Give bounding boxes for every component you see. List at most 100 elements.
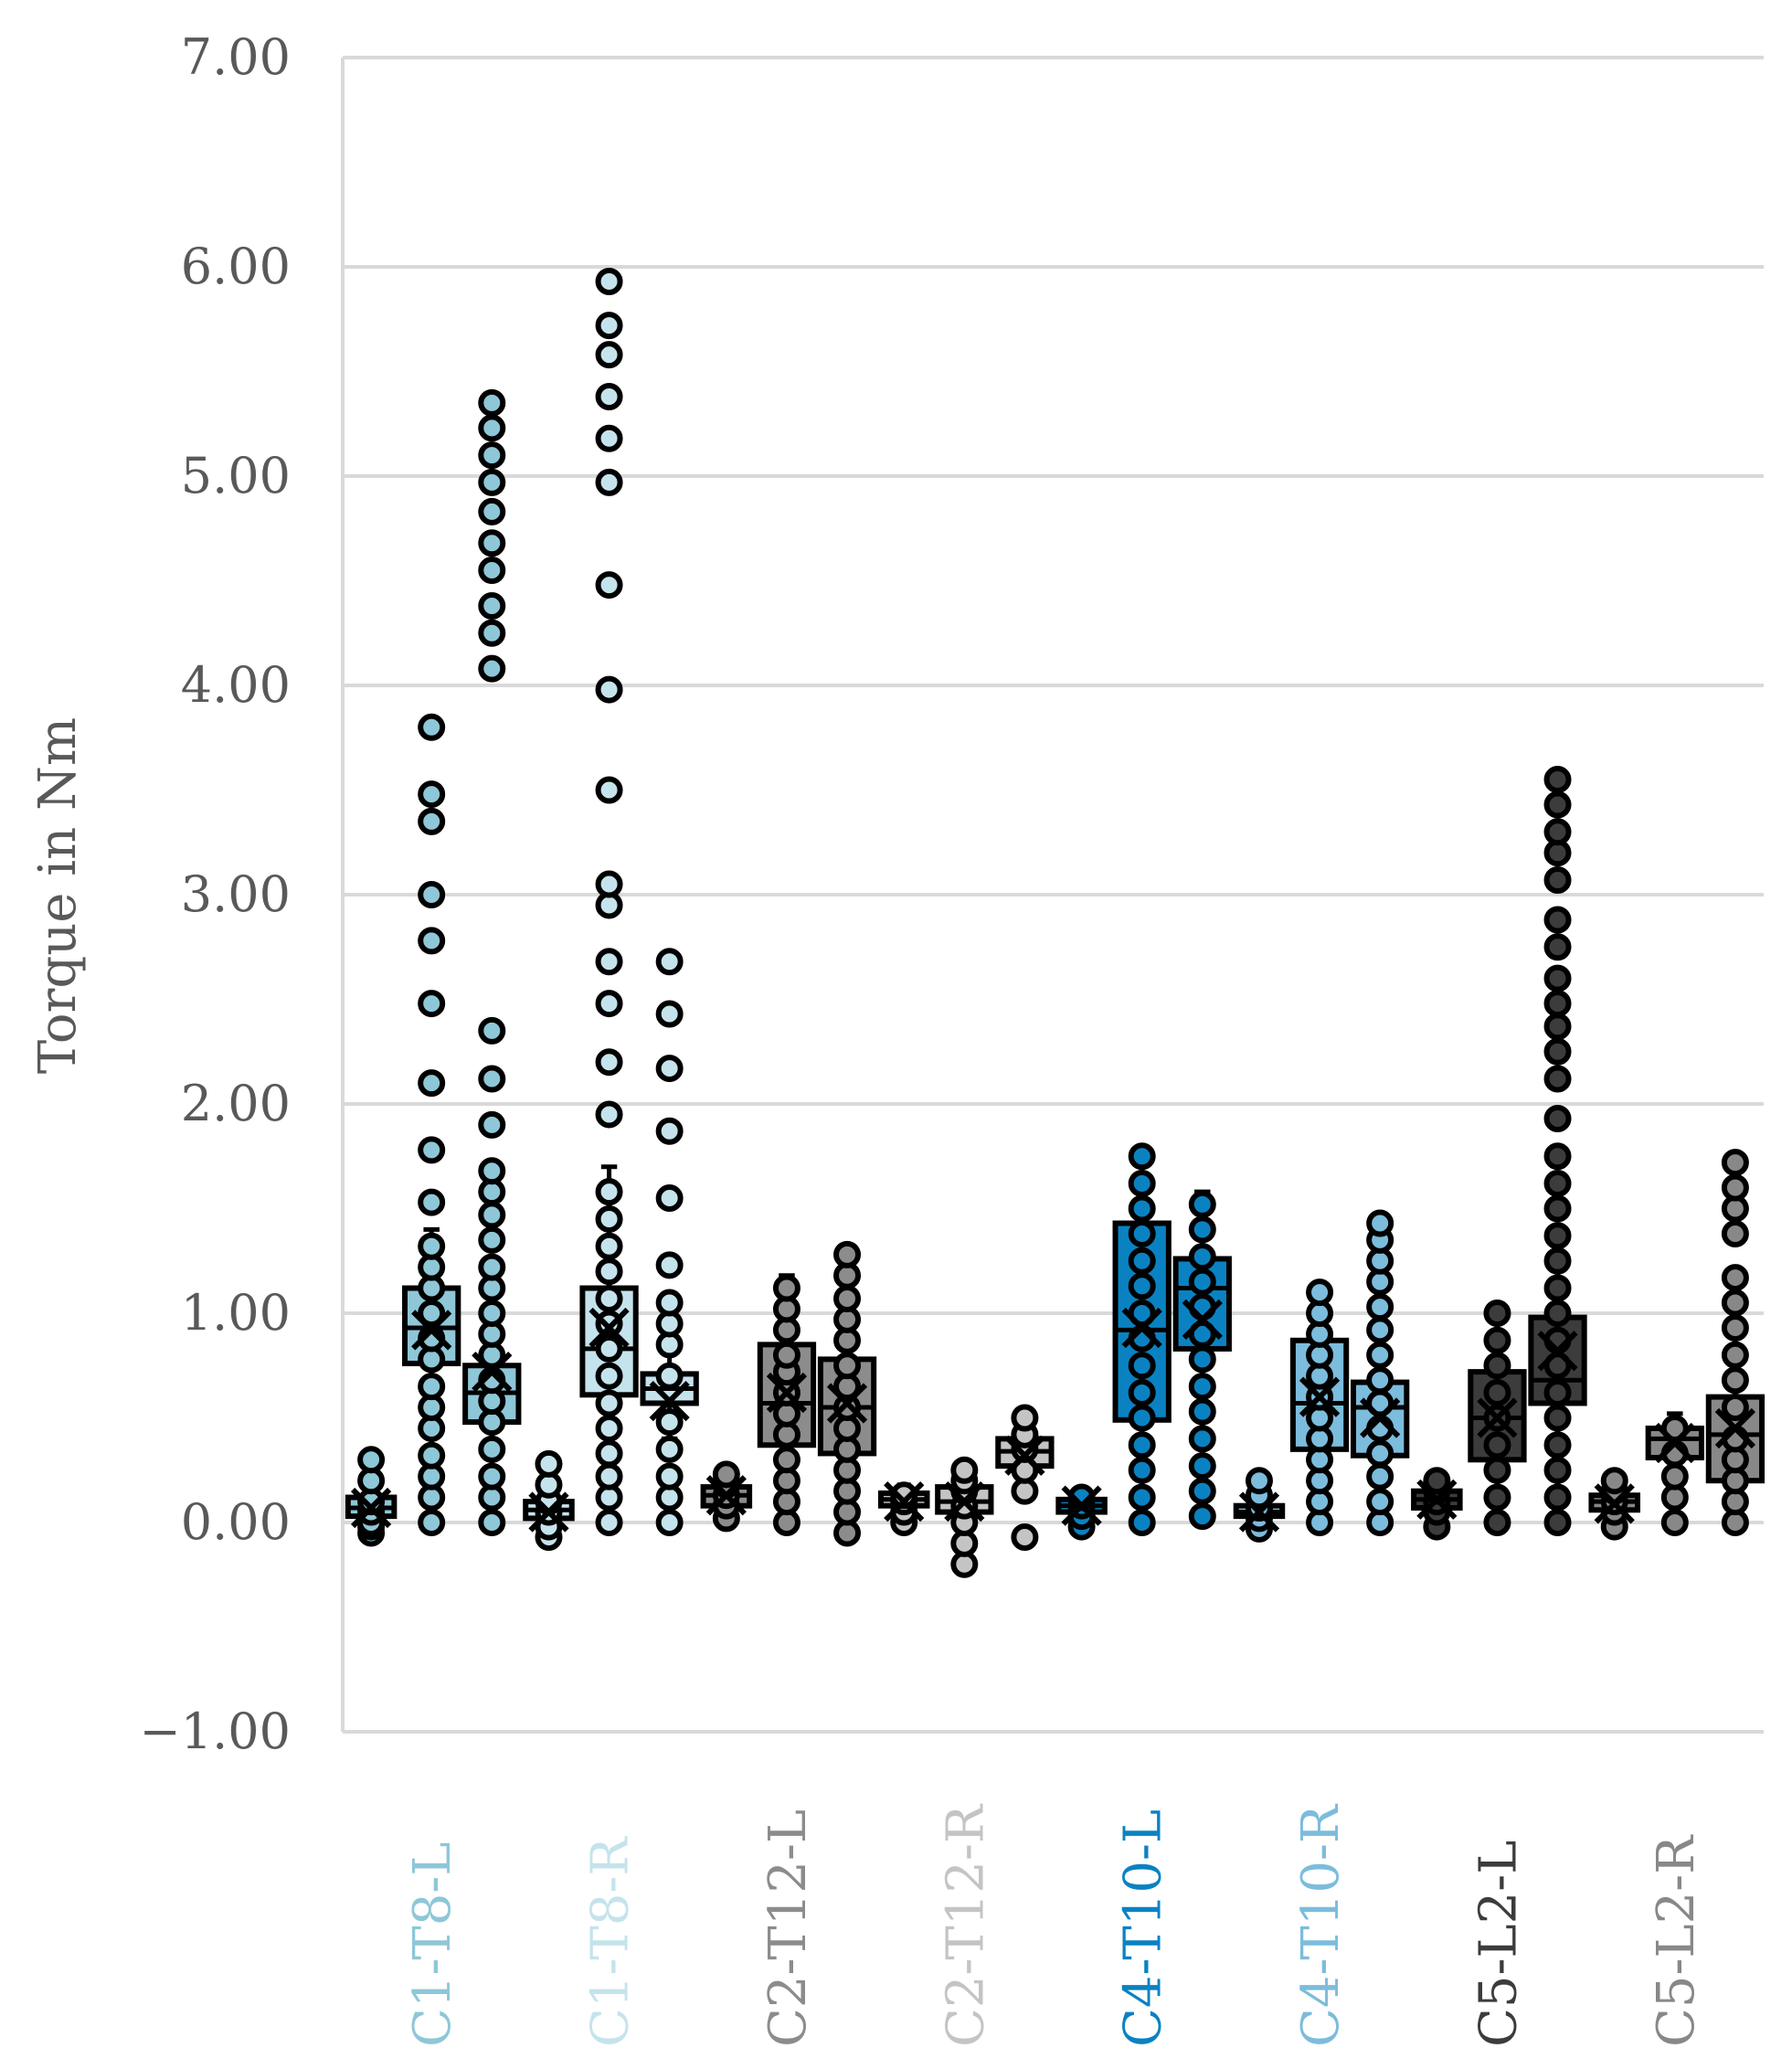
box-plot-c1-t8-l-3 (462, 388, 522, 1536)
data-point (1188, 1345, 1216, 1374)
box-plot-c4-t10-r-3 (1350, 1209, 1410, 1536)
mean-marker (1360, 1397, 1401, 1438)
data-point (595, 675, 623, 704)
data-point (1543, 1456, 1572, 1484)
data-point (595, 990, 623, 1018)
data-point (1128, 1219, 1156, 1247)
mean-marker (766, 1372, 808, 1414)
box-plot-c1-t8-l-1 (345, 1446, 398, 1547)
data-point (772, 1446, 801, 1474)
data-point (1660, 1462, 1689, 1491)
y-tick-label: 5.00 (181, 447, 291, 504)
y-tick-label: 2.00 (181, 1075, 291, 1132)
data-point (478, 1157, 506, 1185)
data-point (1483, 1300, 1511, 1327)
data-point (1483, 1431, 1511, 1459)
data-point (478, 557, 506, 585)
mean-marker (1416, 1479, 1458, 1520)
category-label: C1-T8-L (403, 1842, 462, 2048)
box-plot-c5-l2-r-1 (1588, 1467, 1640, 1541)
data-point (478, 1253, 506, 1281)
data-point (595, 1310, 623, 1338)
box-plot-c2-t12-r-1 (877, 1480, 930, 1536)
mean-marker (826, 1383, 868, 1424)
data-point (418, 1509, 446, 1536)
data-point (1128, 1404, 1156, 1432)
data-point (1721, 1173, 1749, 1202)
mean-marker (1182, 1299, 1223, 1340)
data-point (595, 1284, 623, 1312)
data-point (1543, 933, 1572, 961)
data-point (1188, 1452, 1216, 1480)
data-point (1128, 1194, 1156, 1223)
data-point (1366, 1366, 1394, 1395)
data-point (357, 1446, 386, 1474)
data-point (950, 1456, 979, 1484)
data-point (1188, 1243, 1216, 1271)
data-point (478, 1201, 506, 1229)
data-point (478, 619, 506, 647)
data-point (1128, 1352, 1156, 1380)
data-point (418, 807, 446, 835)
data-point (478, 1065, 506, 1093)
data-point (833, 1284, 862, 1312)
mean-marker (1537, 1331, 1578, 1372)
y-axis-label: Torque in Nm (28, 717, 88, 1074)
box-plot-c1-t8-r-2 (579, 268, 639, 1536)
data-point (1543, 1300, 1572, 1327)
data-point (418, 927, 446, 955)
data-point (1011, 1523, 1039, 1552)
data-point (1128, 1431, 1156, 1459)
data-point (1483, 1483, 1511, 1512)
mean-marker (944, 1480, 985, 1523)
mean-marker (1299, 1376, 1341, 1417)
data-point (1543, 1509, 1572, 1536)
box-plot-c1-t8-r-3 (640, 948, 699, 1536)
data-point (1543, 964, 1572, 992)
data-point (1721, 1264, 1749, 1292)
mean-marker (1654, 1422, 1695, 1464)
data-point (1543, 1274, 1572, 1302)
y-tick-label: 4.00 (181, 656, 291, 714)
box-plot-c4-t10-l-2 (1112, 1142, 1172, 1536)
data-point (772, 1274, 801, 1302)
data-point (478, 497, 506, 525)
data-point (1543, 1431, 1572, 1459)
data-point (1543, 865, 1572, 894)
data-point (655, 1462, 684, 1491)
data-point (1600, 1467, 1628, 1495)
data-point (1128, 1170, 1156, 1198)
data-point (595, 870, 623, 898)
data-point (1306, 1279, 1334, 1307)
data-point (1423, 1467, 1451, 1495)
box-plot-c2-t12-r-2 (935, 1456, 994, 1578)
data-point (418, 713, 446, 741)
mean-marker (1594, 1483, 1635, 1524)
box-plot-c5-l2-l-3 (1528, 766, 1587, 1536)
data-point (595, 1257, 623, 1286)
data-point (1128, 1247, 1156, 1275)
data-point (1721, 1314, 1749, 1342)
data-point (1543, 1170, 1572, 1198)
data-point (655, 1509, 684, 1536)
data-point (1188, 1397, 1216, 1426)
mean-marker (1121, 1307, 1162, 1349)
data-point (1188, 1477, 1216, 1505)
category-label: C2-T12-L (758, 1809, 818, 2047)
category-label: C4-T10-L (1114, 1809, 1173, 2047)
data-point (418, 780, 446, 809)
data-point (418, 1136, 446, 1164)
data-point (655, 1289, 684, 1317)
data-point (1543, 906, 1572, 934)
data-point (595, 1389, 623, 1417)
data-point (1011, 1404, 1039, 1432)
data-point (1128, 1456, 1156, 1484)
data-point (772, 1341, 801, 1369)
data-point (595, 1178, 623, 1206)
mean-marker (884, 1480, 925, 1523)
boxes (345, 268, 1765, 1578)
data-point (1483, 1456, 1511, 1484)
data-point (595, 1048, 623, 1077)
box-plot-c5-l2-r-3 (1705, 1149, 1765, 1536)
data-point (1188, 1190, 1216, 1218)
